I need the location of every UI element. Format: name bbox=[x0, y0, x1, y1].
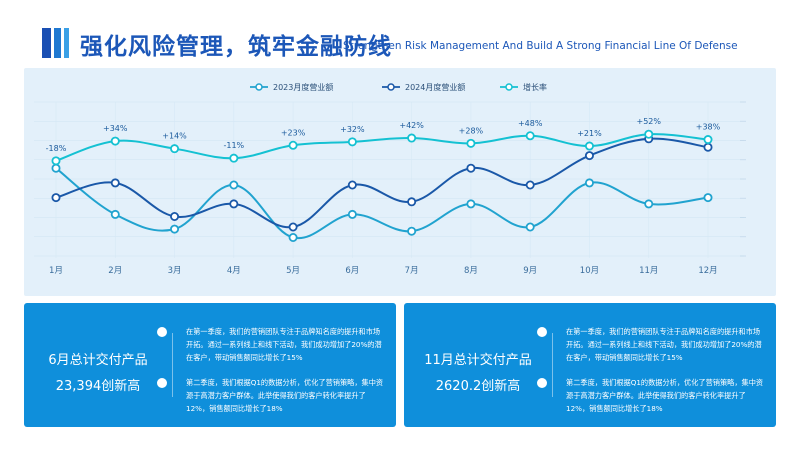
point-2023 bbox=[703, 193, 713, 203]
legend-marker bbox=[505, 83, 513, 91]
point-growth bbox=[229, 153, 239, 163]
legend-label: 2023月度营业额 bbox=[273, 82, 333, 92]
card-paragraph-q1: 在第一季度，我们的营销团队专注于品牌知名度的提升和市场开拓。通过一系列线上和线下… bbox=[186, 327, 382, 362]
point-2023 bbox=[644, 199, 654, 209]
growth-data-label: +52% bbox=[636, 117, 661, 126]
point-2024 bbox=[288, 222, 298, 232]
point-2023 bbox=[110, 209, 120, 219]
x-tick-label: 11月 bbox=[639, 266, 658, 276]
point-2024 bbox=[110, 178, 120, 188]
series-2024-line bbox=[55, 137, 709, 229]
point-2023 bbox=[466, 199, 476, 209]
x-tick-label: 4月 bbox=[227, 266, 241, 276]
growth-data-label: -18% bbox=[46, 144, 67, 153]
point-2023 bbox=[170, 224, 180, 234]
x-tick-label: 2月 bbox=[108, 266, 122, 276]
x-tick-label: 12月 bbox=[698, 266, 717, 276]
title-accent-bars bbox=[42, 28, 70, 58]
summary-card-june: 6月总计交付产品 23,394创新高 在第一季度，我们的营销团队专注于品牌知名度… bbox=[24, 303, 396, 427]
point-growth bbox=[525, 131, 535, 141]
growth-data-label: +23% bbox=[281, 128, 306, 137]
point-2023 bbox=[51, 163, 61, 173]
x-tick-label: 8月 bbox=[464, 266, 478, 276]
card-paragraph-q2: 第二季度，我们根据Q1的数据分析，优化了营销策略，集中资源于高潜力客户群体。此举… bbox=[566, 378, 764, 413]
x-tick-label: 3月 bbox=[168, 266, 182, 276]
card-title: 6月总计交付产品 bbox=[48, 353, 148, 368]
point-2023 bbox=[407, 226, 417, 236]
growth-data-label: +48% bbox=[518, 119, 543, 128]
card-value: 23,394创新高 bbox=[55, 379, 141, 394]
point-2024 bbox=[584, 151, 594, 161]
point-growth bbox=[466, 138, 476, 148]
x-tick-label: 1月 bbox=[49, 266, 63, 276]
card-paragraph-q2: 第二季度，我们根据Q1的数据分析，优化了营销策略，集中资源于高潜力客户群体。此举… bbox=[186, 378, 384, 413]
point-growth bbox=[584, 141, 594, 151]
x-tick-label: 7月 bbox=[405, 266, 419, 276]
card-title: 11月总计交付产品 bbox=[424, 353, 532, 368]
bullet-dot-icon bbox=[537, 378, 547, 388]
card-paragraph-q1: 在第一季度，我们的营销团队专注于品牌知名度的提升和市场开拓。通过一系列线上和线下… bbox=[566, 327, 762, 362]
growth-data-label: +14% bbox=[162, 132, 187, 141]
chart-panel: -18% +34% +14% -11% +23% +32% +42% +28% +48% +21%… bbox=[24, 68, 776, 296]
point-growth bbox=[644, 129, 654, 139]
growth-data-label: +32% bbox=[340, 125, 365, 134]
point-2024 bbox=[466, 163, 476, 173]
growth-data-label: +42% bbox=[399, 121, 424, 130]
growth-data-label: +34% bbox=[103, 124, 128, 133]
growth-data-label: +21% bbox=[577, 129, 602, 138]
point-2023 bbox=[584, 178, 594, 188]
card-divider bbox=[552, 333, 553, 397]
legend-marker bbox=[387, 83, 395, 91]
point-2023 bbox=[288, 232, 298, 242]
growth-data-label: +28% bbox=[459, 126, 484, 135]
point-2024 bbox=[407, 197, 417, 207]
point-2023 bbox=[229, 180, 239, 190]
point-growth bbox=[407, 133, 417, 143]
point-growth bbox=[703, 135, 713, 145]
line-chart: -18% +34% +14% -11% +23% +32% +42% +28% +48% +21%… bbox=[34, 82, 746, 276]
growth-rate-line bbox=[55, 133, 709, 162]
point-growth bbox=[51, 156, 61, 166]
legend-label: 增长率 bbox=[523, 82, 547, 92]
point-growth bbox=[110, 136, 120, 146]
point-2024 bbox=[229, 199, 239, 209]
page-title: 强化风险管理，筑牢金融防线 bbox=[80, 34, 392, 60]
card-value: 2620.2创新高 bbox=[435, 379, 521, 394]
point-2024 bbox=[703, 142, 713, 152]
point-growth bbox=[288, 140, 298, 150]
point-2024 bbox=[525, 180, 535, 190]
growth-data-label: +38% bbox=[696, 123, 721, 132]
point-growth bbox=[170, 144, 180, 154]
point-growth bbox=[347, 137, 357, 147]
x-tick-label: 9月 bbox=[523, 266, 537, 276]
point-2024 bbox=[51, 193, 61, 203]
bullet-dot-icon bbox=[157, 378, 167, 388]
point-2024 bbox=[347, 180, 357, 190]
point-2023 bbox=[347, 209, 357, 219]
page-subtitle: Strengthen Risk Management And Build A S… bbox=[343, 40, 738, 52]
point-2024 bbox=[170, 211, 180, 221]
card-divider bbox=[172, 333, 173, 397]
x-tick-label: 5月 bbox=[286, 266, 300, 276]
x-tick-label: 10月 bbox=[580, 266, 599, 276]
x-tick-label: 6月 bbox=[345, 266, 359, 276]
bullet-dot-icon bbox=[157, 327, 167, 337]
legend-marker bbox=[255, 83, 263, 91]
bullet-dot-icon bbox=[537, 327, 547, 337]
growth-data-label: -11% bbox=[223, 141, 244, 150]
series-2023-line bbox=[55, 167, 709, 240]
legend-label: 2024月度营业额 bbox=[405, 82, 465, 92]
point-2023 bbox=[525, 222, 535, 232]
summary-card-november: 11月总计交付产品 2620.2创新高 在第一季度，我们的营销团队专注于品牌知名… bbox=[404, 303, 776, 427]
